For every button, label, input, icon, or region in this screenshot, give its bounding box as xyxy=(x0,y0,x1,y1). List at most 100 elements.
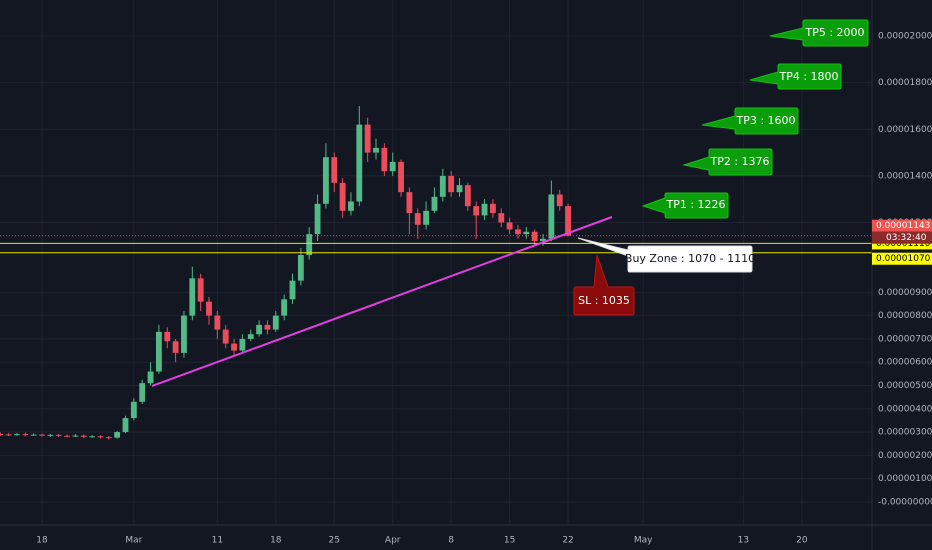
candle-body xyxy=(239,338,246,351)
candle-body xyxy=(389,161,396,172)
candle-body xyxy=(531,231,538,242)
candle-body xyxy=(214,315,221,330)
tp2-callout: TP2 : 1376 xyxy=(682,148,773,176)
candle-body xyxy=(540,238,546,242)
candle-body xyxy=(381,147,388,172)
x-tick-label: 15 xyxy=(504,536,515,546)
candle-body xyxy=(47,434,54,436)
candle-body xyxy=(164,331,171,342)
tp5-callout: TP5 : 2000 xyxy=(769,19,869,47)
candle-body xyxy=(306,234,313,256)
y-tick-label: 0.00000700 xyxy=(878,334,932,344)
countdown-label: 03:32:40 xyxy=(886,233,927,243)
candle-body xyxy=(55,434,62,436)
candle-body xyxy=(356,124,363,202)
x-tick-label: May xyxy=(634,536,653,546)
tp3-label: TP3 : 1600 xyxy=(735,114,795,127)
candle-body xyxy=(339,182,346,211)
candle-body xyxy=(322,157,329,204)
candle-body xyxy=(439,175,446,197)
candle-body xyxy=(515,229,521,235)
candle-body xyxy=(22,434,29,436)
countdown-badge xyxy=(872,231,932,244)
x-tick-label: 22 xyxy=(562,536,573,546)
candle-body xyxy=(197,278,204,302)
candle-body xyxy=(114,432,121,438)
candle-body xyxy=(172,341,179,353)
candle-body xyxy=(456,185,463,193)
candle-body xyxy=(206,301,212,316)
sl-label: SL : 1035 xyxy=(578,294,630,307)
candle-body xyxy=(181,315,187,353)
candle-body xyxy=(523,231,530,235)
candle-body xyxy=(473,206,480,216)
candle-body xyxy=(14,434,20,436)
last-price-badge xyxy=(872,219,932,232)
candle-body xyxy=(489,203,496,214)
x-tick-label: 11 xyxy=(212,536,223,546)
x-tick-label: 13 xyxy=(738,536,749,546)
tp5-label: TP5 : 2000 xyxy=(804,26,864,39)
x-tick-label: Mar xyxy=(125,536,142,546)
candle-body xyxy=(431,196,438,211)
y-tick-label: 0.00001600 xyxy=(878,125,932,135)
candle-body xyxy=(0,433,4,435)
candle-body xyxy=(414,213,421,225)
candle-body xyxy=(89,436,96,438)
candle-body xyxy=(398,161,404,193)
x-tick-label: 25 xyxy=(329,536,340,546)
candle-body xyxy=(64,435,70,437)
candle-body xyxy=(155,331,162,372)
candle-body xyxy=(289,280,296,300)
last-price-label: 0.00001143 xyxy=(876,221,930,231)
level-label: 0.00001110 xyxy=(876,239,931,249)
y-tick-label: 0.00000100 xyxy=(878,474,932,484)
candle-body xyxy=(264,324,271,330)
level-badge xyxy=(872,252,932,265)
candle-body xyxy=(30,434,37,436)
candle-body xyxy=(231,343,237,351)
tp4-callout: TP4 : 1800 xyxy=(749,63,842,90)
candle-body xyxy=(464,185,471,207)
y-tick-label: 0.00000300 xyxy=(878,428,932,438)
candle-body xyxy=(97,436,104,438)
x-tick-label: 8 xyxy=(448,536,454,546)
candle-body xyxy=(222,329,229,344)
sl-callout: SL : 1035 xyxy=(573,254,635,316)
y-tick-label: 0.00000500 xyxy=(878,381,932,391)
candle-body xyxy=(72,435,79,437)
candle-body xyxy=(247,334,254,339)
buy-zone-callout: Buy Zone : 1070 - 1110 xyxy=(577,237,755,273)
trend-line xyxy=(151,216,613,387)
x-tick-label: 20 xyxy=(796,536,808,546)
x-tick-label: 18 xyxy=(36,536,48,546)
candle-body xyxy=(548,194,555,239)
candle-body xyxy=(139,383,146,402)
candle-body xyxy=(122,418,129,433)
candle-body xyxy=(189,278,196,316)
candle-body xyxy=(406,192,413,214)
candle-body xyxy=(272,315,279,330)
tp4-label: TP4 : 1800 xyxy=(778,70,838,83)
candle-body xyxy=(331,157,338,183)
tp3-callout: TP3 : 1600 xyxy=(701,107,799,135)
candle-body xyxy=(556,194,563,207)
candle-body xyxy=(481,203,488,216)
candle-body xyxy=(80,435,87,437)
buy-zone-label: Buy Zone : 1070 - 1110 xyxy=(625,252,755,265)
candle-body xyxy=(373,147,379,153)
level-label: 0.00001070 xyxy=(876,254,931,264)
candle-body xyxy=(565,206,571,236)
candle-body xyxy=(5,434,12,436)
candle-body xyxy=(147,371,154,384)
y-tick-label: 0.00001400 xyxy=(878,171,932,181)
y-tick-label: 0.00000400 xyxy=(878,404,932,414)
candle-body xyxy=(105,437,112,439)
candle-body xyxy=(314,203,321,235)
y-tick-label: 0.00002000 xyxy=(878,32,932,42)
candle-body xyxy=(297,255,304,281)
candle-body xyxy=(256,324,263,335)
tp2-label: TP2 : 1376 xyxy=(709,155,769,168)
candle-body xyxy=(39,434,45,436)
